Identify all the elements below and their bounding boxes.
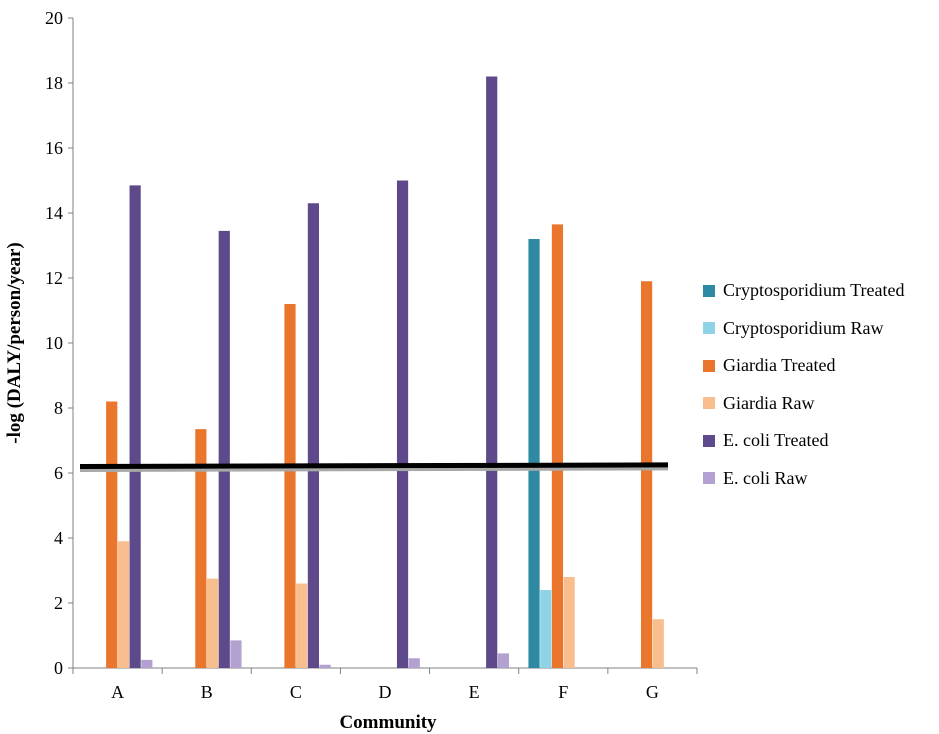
y-tick-label: 4: [54, 528, 63, 548]
y-tick-label: 6: [54, 463, 63, 483]
bar-giardia-treated-c: [284, 304, 296, 668]
y-tick-label: 2: [54, 593, 63, 613]
bars: [106, 76, 664, 668]
y-axis: 0 2 4 6 8 10 12 14 16 18 20: [45, 8, 74, 678]
bar-giardia-raw-g: [652, 619, 664, 668]
y-tick-label: 10: [45, 333, 63, 353]
y-tick-label: 12: [45, 268, 63, 288]
bar-e-coli-raw-e: [497, 653, 509, 668]
y-tick-label: 18: [45, 73, 63, 93]
y-tick-label: 8: [54, 398, 63, 418]
chart-legend: Cryptosporidium Treated Cryptosporidium R…: [703, 272, 939, 497]
x-tick-label: D: [379, 682, 392, 702]
x-axis-title: Community: [339, 712, 437, 733]
x-tick-label: F: [558, 682, 568, 702]
bar-e-coli-raw-b: [230, 640, 242, 668]
bar-e-coli-treated-c: [307, 203, 320, 668]
x-tick-label: A: [111, 682, 124, 702]
x-axis: A B C D E F G: [72, 667, 698, 702]
legend-label: E. coli Treated: [723, 430, 829, 451]
bar-e-coli-raw-d: [408, 658, 420, 668]
legend-label: E. coli Raw: [723, 467, 808, 488]
reference-line: [79, 462, 669, 469]
bar-giardia-treated-g: [640, 281, 653, 668]
legend-label: Cryptosporidium Raw: [723, 317, 884, 338]
bar-giardia-raw-c: [296, 583, 308, 668]
legend-item: Cryptosporidium Treated: [703, 272, 939, 310]
bar-e-coli-raw-a: [141, 659, 153, 668]
legend-item: E. coli Treated: [703, 422, 939, 460]
bar-giardia-treated-b: [195, 429, 207, 668]
y-tick-label: 0: [54, 658, 63, 678]
x-tick-label: G: [646, 682, 659, 702]
y-tick-label: 16: [45, 138, 63, 158]
legend-label: Cryptosporidium Treated: [723, 280, 905, 301]
x-tick-label: C: [290, 682, 302, 702]
bar-giardia-treated-f: [551, 224, 564, 668]
y-tick-label: 20: [45, 8, 63, 28]
bar-e-coli-treated-e: [486, 76, 498, 668]
reference-line-shadow: [79, 465, 669, 472]
legend-label: Giardia Treated: [723, 355, 836, 376]
bar-e-coli-treated-b: [218, 230, 230, 668]
legend-item: E. coli Raw: [703, 460, 939, 498]
legend-swatch: [703, 434, 715, 447]
bar-giardia-raw-a: [117, 541, 130, 668]
bar-e-coli-treated-d: [396, 180, 409, 668]
legend-swatch: [703, 472, 715, 485]
bar-giardia-raw-b: [206, 578, 219, 668]
y-axis-title: -log (DALY/person/year): [4, 242, 25, 443]
legend-swatch: [703, 397, 715, 410]
legend-swatch: [703, 284, 715, 297]
bar-e-coli-treated-a: [129, 185, 141, 668]
legend-label: Giardia Raw: [723, 392, 815, 413]
y-tick-label: 14: [45, 203, 63, 223]
legend-swatch: [703, 359, 715, 372]
bar-cryptosporidium-treated-f: [528, 239, 540, 668]
x-tick-label: B: [201, 682, 213, 702]
reference-line-group: [79, 462, 669, 472]
bar-cryptosporidium-raw-f: [540, 590, 552, 668]
legend-item: Giardia Raw: [703, 385, 939, 423]
bar-e-coli-raw-c: [319, 664, 331, 668]
legend-item: Cryptosporidium Raw: [703, 310, 939, 348]
bar-giardia-raw-f: [563, 577, 575, 668]
legend-swatch: [703, 322, 715, 335]
legend-item: Giardia Treated: [703, 347, 939, 385]
bar-giardia-treated-a: [106, 401, 118, 668]
x-tick-label: E: [469, 682, 480, 702]
